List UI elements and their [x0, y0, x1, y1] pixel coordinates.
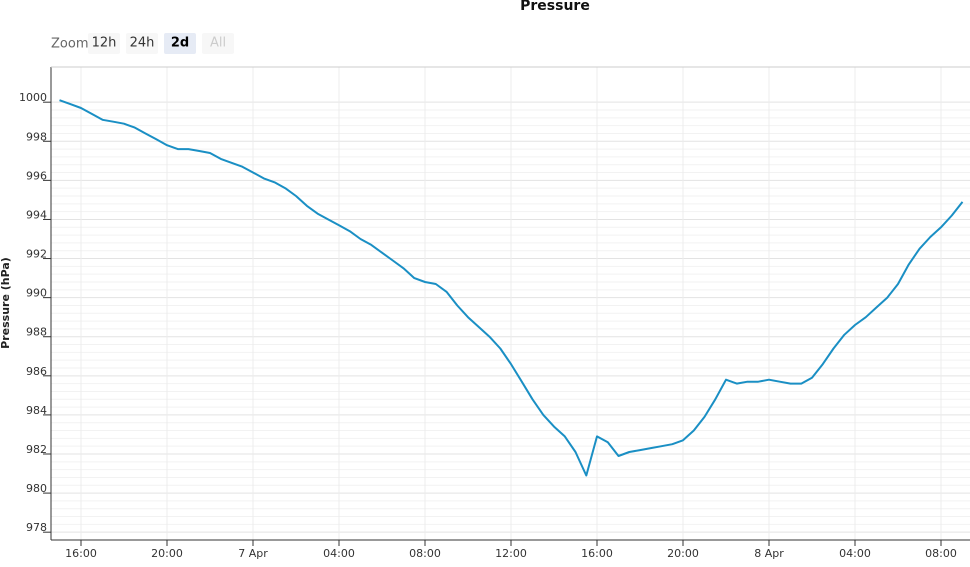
zoom-button-label[interactable]: 2d	[171, 36, 189, 51]
y-tick-label: 998	[26, 130, 47, 143]
data-line	[59, 99, 964, 477]
zoom-button[interactable]	[164, 33, 196, 54]
zoom-button-label[interactable]: 12h	[92, 36, 117, 51]
y-tick-label: 1000	[19, 91, 47, 104]
x-tick-label: 7 Apr	[238, 547, 268, 560]
y-tick-label: 992	[26, 248, 47, 261]
zoom-button-label[interactable]: 24h	[130, 36, 155, 51]
y-tick-label: 984	[26, 404, 47, 417]
x-tick-label: 08:00	[925, 547, 957, 560]
x-tick-label: 08:00	[409, 547, 441, 560]
x-tick-label: 04:00	[839, 547, 871, 560]
zoom-button	[202, 33, 234, 54]
x-tick-label: 16:00	[65, 547, 97, 560]
y-tick-label: 980	[26, 482, 47, 495]
x-tick-label: 12:00	[495, 547, 527, 560]
y-axis-label: Pressure (hPa)	[0, 257, 12, 349]
zoom-button[interactable]	[88, 33, 120, 54]
y-tick-label: 988	[26, 326, 47, 339]
x-tick-label: 04:00	[323, 547, 355, 560]
x-tick-label: 8 Apr	[754, 547, 784, 560]
zoom-label: Zoom	[51, 37, 88, 52]
zoom-button[interactable]	[126, 33, 158, 54]
x-tick-label: 16:00	[581, 547, 613, 560]
y-tick-label: 990	[26, 287, 47, 300]
range-selector: 12h 24h 2d All	[88, 33, 234, 54]
x-tick-label: 20:00	[667, 547, 699, 560]
plot-area: 978 980 982 984 986 988 990 992 994 996 998 1000 16:…	[19, 66, 970, 560]
y-tick-label: 986	[26, 365, 47, 378]
y-tick-label: 978	[26, 521, 47, 534]
x-tick-label: 20:00	[151, 547, 183, 560]
chart-title: Pressure	[520, 0, 590, 14]
zoom-button-label: All	[210, 36, 226, 51]
y-tick-label: 996	[26, 169, 47, 182]
y-tick-label: 994	[26, 208, 47, 221]
y-tick-label: 982	[26, 443, 47, 456]
